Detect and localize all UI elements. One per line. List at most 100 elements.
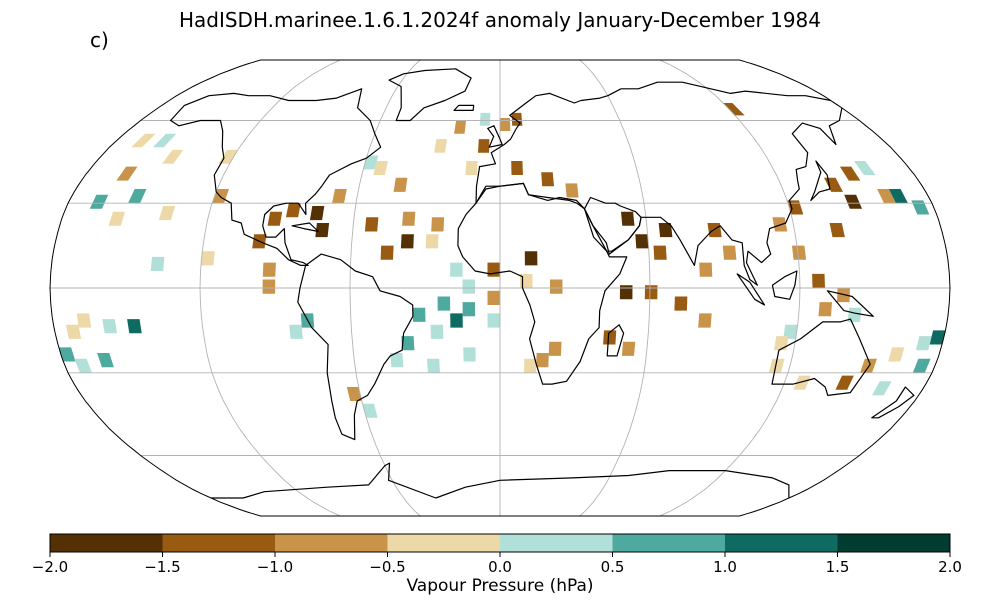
- anomaly-cell: [108, 211, 125, 226]
- anomaly-cell: [835, 375, 854, 390]
- anomaly-cell: [487, 290, 500, 305]
- anomaly-cell: [635, 234, 649, 249]
- coastline-new-zealand: [871, 386, 915, 419]
- coastline-japan: [810, 160, 831, 201]
- anomaly-cell: [621, 341, 636, 356]
- anomaly-cell: [393, 177, 408, 192]
- anomaly-cell: [541, 172, 554, 187]
- anomaly-cell: [783, 324, 798, 339]
- anomaly-cell: [89, 194, 109, 209]
- coastline-arabia: [583, 196, 642, 252]
- anomaly-cell: [363, 155, 379, 170]
- anomaly-cell: [201, 251, 215, 266]
- colorbar-bin: [837, 534, 950, 552]
- anomaly-cell: [102, 319, 117, 334]
- anomaly-cell: [674, 296, 688, 311]
- coastline-cuba: [291, 222, 319, 233]
- colorbar-bin: [500, 534, 613, 552]
- anomaly-cell: [463, 347, 476, 362]
- anomaly-cell: [550, 279, 563, 294]
- anomaly-cell: [462, 279, 475, 294]
- anomaly-cell: [774, 336, 789, 351]
- anomaly-cell: [548, 341, 562, 356]
- colorbar-tick-label: −1.5: [144, 558, 181, 576]
- anomaly-cell: [524, 358, 537, 373]
- colorbar: [49, 533, 951, 557]
- colorbar-tick-label: −1.0: [256, 558, 294, 576]
- anomaly-cell: [131, 133, 156, 148]
- anomaly-cell: [723, 103, 745, 116]
- anomaly-cell: [487, 262, 500, 277]
- coastline-australia: [771, 318, 871, 396]
- coastline-iceland: [453, 104, 475, 111]
- anomaly-cell: [262, 262, 276, 277]
- anomaly-cell: [267, 211, 283, 226]
- anomaly-cell: [362, 403, 378, 418]
- anomaly-cell: [454, 120, 467, 134]
- anomaly-cell: [812, 273, 825, 288]
- page-title: HadISDH.marinee.1.6.1.2024f anomaly Janu…: [178, 8, 822, 32]
- anomaly-cell: [412, 307, 426, 322]
- anomaly-cell: [915, 336, 932, 351]
- colorbar-bin: [50, 534, 163, 552]
- coastline-europe-asia: [475, 81, 843, 286]
- anomaly-cell: [150, 256, 165, 271]
- anomaly-cell: [380, 245, 394, 260]
- anomaly-cell: [658, 223, 673, 238]
- anomaly-cell: [479, 112, 491, 126]
- anomaly-cell: [332, 189, 347, 204]
- anomaly-cell: [839, 166, 861, 181]
- anomaly-cell: [116, 166, 138, 181]
- anomaly-cell: [425, 234, 439, 249]
- anomaly-cell: [911, 200, 930, 215]
- colorbar-tick-label: 0.5: [600, 558, 625, 576]
- anomaly-cell: [644, 285, 658, 300]
- anomaly-cell: [97, 353, 114, 368]
- anomaly-cell: [58, 347, 76, 362]
- anomaly-cell: [76, 313, 92, 328]
- anomaly-cell: [462, 302, 476, 317]
- panel-label: c): [90, 28, 109, 52]
- graticule: [50, 60, 950, 516]
- colorbar-tick-label: 2.0: [938, 558, 962, 576]
- anomaly-cell: [430, 324, 444, 339]
- anomaly-cell: [152, 133, 177, 148]
- anomaly-cell: [373, 161, 388, 175]
- anomaly-cell: [162, 149, 184, 164]
- anomaly-cell: [431, 217, 445, 232]
- globe-outline: [49, 59, 951, 517]
- anomaly-cell: [500, 118, 511, 131]
- anomaly-cell: [854, 161, 876, 175]
- anomaly-cell: [74, 358, 92, 373]
- anomaly-cell: [653, 245, 667, 260]
- coastline-new-guinea: [826, 290, 874, 317]
- anomaly-cell: [536, 353, 549, 368]
- anomaly-cell: [818, 302, 832, 317]
- anomaly-cell: [511, 112, 523, 126]
- anomaly-cell: [912, 358, 931, 373]
- anomaly-grid-cells: [58, 103, 946, 418]
- coastline-antarctica: [211, 462, 790, 499]
- anomaly-cell: [437, 296, 451, 311]
- coastline-greenland: [388, 68, 472, 122]
- anomaly-cell: [478, 139, 490, 153]
- anomaly-cell: [315, 223, 330, 238]
- anomaly-cell: [511, 161, 523, 175]
- anomaly-cell: [524, 251, 538, 266]
- coastline-madagascar: [606, 324, 625, 357]
- anomaly-cell: [450, 262, 463, 277]
- anomaly-cell: [309, 206, 325, 221]
- colorbar-label: Vapour Pressure (hPa): [406, 576, 594, 596]
- anomaly-cell: [888, 347, 905, 362]
- colorbar-tick-label: −0.5: [369, 558, 406, 576]
- colorbar-tick-label: 1.0: [713, 558, 737, 576]
- anomaly-cell: [847, 307, 862, 322]
- colorbar-bin: [612, 534, 725, 552]
- anomaly-cell: [872, 381, 892, 396]
- anomaly-cell: [768, 358, 785, 373]
- coastline-north-america: [170, 88, 382, 266]
- anomaly-cell: [888, 189, 908, 204]
- continent-outlines: [170, 68, 915, 499]
- anomaly-cell: [877, 189, 896, 204]
